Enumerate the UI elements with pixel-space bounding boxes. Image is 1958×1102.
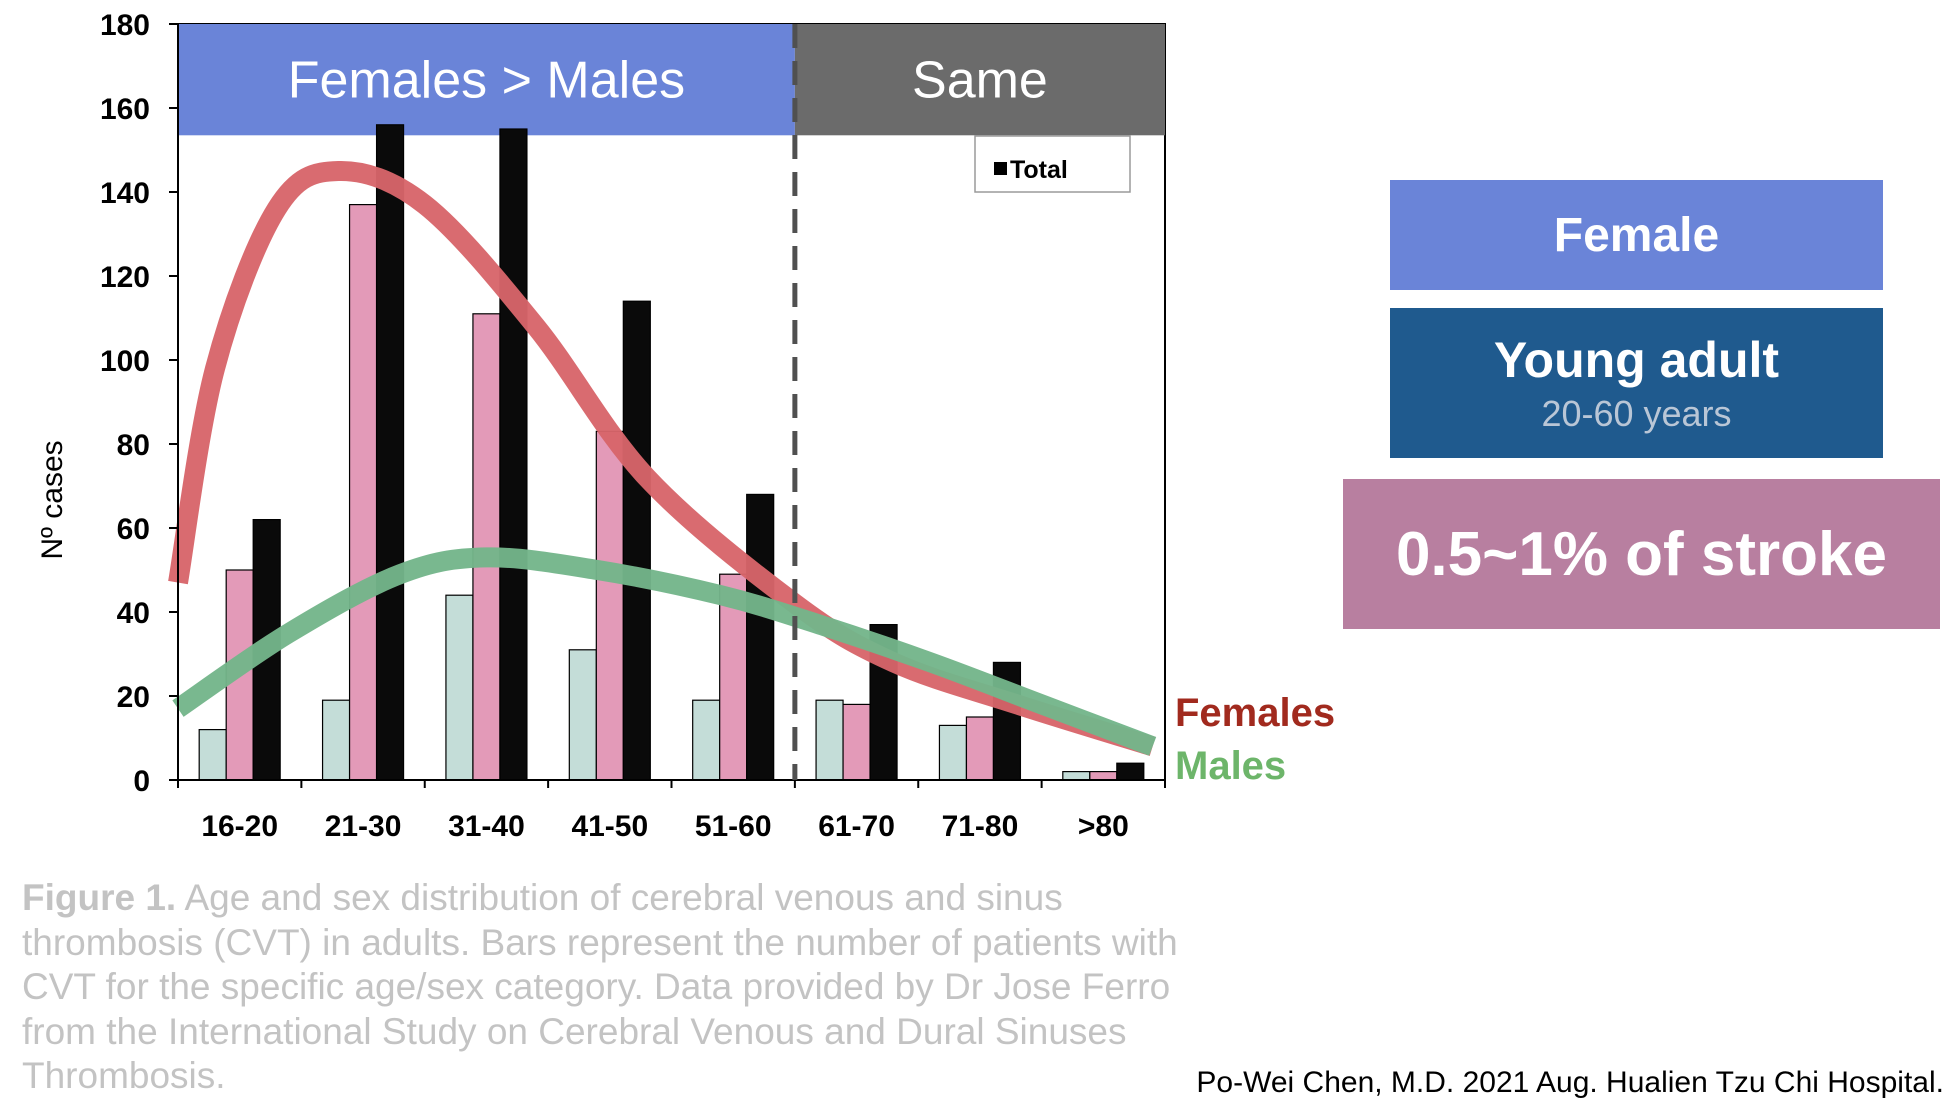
bar-series2-21-30 — [375, 124, 405, 781]
curve-females — [168, 160, 1156, 756]
y-tick-label-20: 20 — [117, 681, 150, 714]
bar-series0-31-40 — [445, 594, 474, 781]
axes: 0 20 40 60 80 100 120 140 160 180 16-20 21-30 31-40 4… — [100, 9, 1166, 843]
region-banner-1 — [794, 24, 1165, 136]
bar-series0-21-30 — [321, 699, 351, 781]
young-adult-title: Young adult — [1493, 332, 1780, 388]
region-banner-0 — [178, 24, 795, 136]
x-tick-label->80: >80 — [1078, 810, 1129, 843]
figure-caption: Figure 1. Age and sex distribution of ce… — [22, 876, 1182, 1099]
female-card: Female — [1390, 180, 1883, 290]
x-tick-label-51-60: 51-60 — [695, 810, 772, 843]
curve-males — [172, 547, 1157, 756]
bar-series0->80 — [1062, 770, 1091, 781]
curve-label-females: Females — [1175, 691, 1335, 735]
trend-curves — [168, 160, 1157, 756]
author-credit: Po-Wei Chen, M.D. 2021 Aug. Hualien Tzu … — [1196, 1066, 1944, 1099]
legend: Total — [974, 135, 1131, 193]
y-tick-label-180: 180 — [100, 9, 150, 42]
bar-series2->80 — [1116, 762, 1145, 781]
y-tick-label-0: 0 — [133, 765, 150, 798]
x-tick-label-71-80: 71-80 — [942, 810, 1019, 843]
x-tick-label-21-30: 21-30 — [325, 810, 402, 843]
y-tick-label-40: 40 — [117, 597, 150, 630]
young-adult-card: Young adult 20-60 years — [1390, 308, 1883, 458]
y-tick-label-140: 140 — [100, 177, 150, 210]
x-tick-label-16-20: 16-20 — [201, 810, 278, 843]
x-tick-label-31-40: 31-40 — [448, 810, 525, 843]
age-range-subtitle: 20-60 years — [1541, 393, 1732, 434]
y-tick-label-160: 160 — [100, 93, 150, 126]
bar-series0-71-80 — [938, 724, 968, 781]
y-tick-label-120: 120 — [100, 261, 150, 294]
bars — [198, 124, 1145, 781]
caption-text: Age and sex distribution of cerebral ven… — [22, 877, 1178, 1096]
bar-series1-21-30 — [348, 204, 378, 781]
stroke-share-title: 0.5~1% of stroke — [1395, 519, 1888, 589]
region-banners: Females > Males Same — [178, 24, 1165, 136]
y-axis-label: Nº cases — [36, 440, 69, 559]
bar-series0-16-20 — [198, 728, 227, 781]
bar-series1->80 — [1089, 770, 1118, 781]
x-tick-label-41-50: 41-50 — [571, 810, 648, 843]
bar-series1-41-50 — [595, 430, 624, 781]
x-tick-label-61-70: 61-70 — [818, 810, 895, 843]
bar-series2-51-60 — [746, 493, 775, 781]
y-tick-label-100: 100 — [100, 345, 150, 378]
caption-lead: Figure 1. — [22, 877, 177, 918]
legend-swatch-total — [994, 162, 1007, 175]
curve-label-males: Males — [1175, 744, 1286, 788]
bar-series1-31-40 — [472, 313, 501, 781]
bar-series0-51-60 — [692, 699, 721, 781]
stroke-share-card: 0.5~1% of stroke — [1343, 479, 1940, 629]
y-tick-label-80: 80 — [117, 429, 150, 462]
legend-label-total: Total — [1010, 156, 1068, 184]
bar-series2-31-40 — [499, 128, 528, 781]
region-label-1: Same — [912, 52, 1048, 110]
region-label-0: Females > Males — [288, 52, 685, 110]
bar-series1-61-70 — [842, 703, 871, 781]
cvt-age-sex-chart: Females > Males Same 0 20 40 60 80 100 120 140 16… — [36, 9, 1335, 843]
bar-series1-71-80 — [965, 716, 995, 781]
bar-series2-41-50 — [622, 300, 651, 781]
female-card-title: Female — [1553, 208, 1720, 262]
bar-series0-61-70 — [815, 699, 844, 781]
y-tick-label-60: 60 — [117, 513, 150, 546]
bar-series0-41-50 — [568, 649, 597, 781]
